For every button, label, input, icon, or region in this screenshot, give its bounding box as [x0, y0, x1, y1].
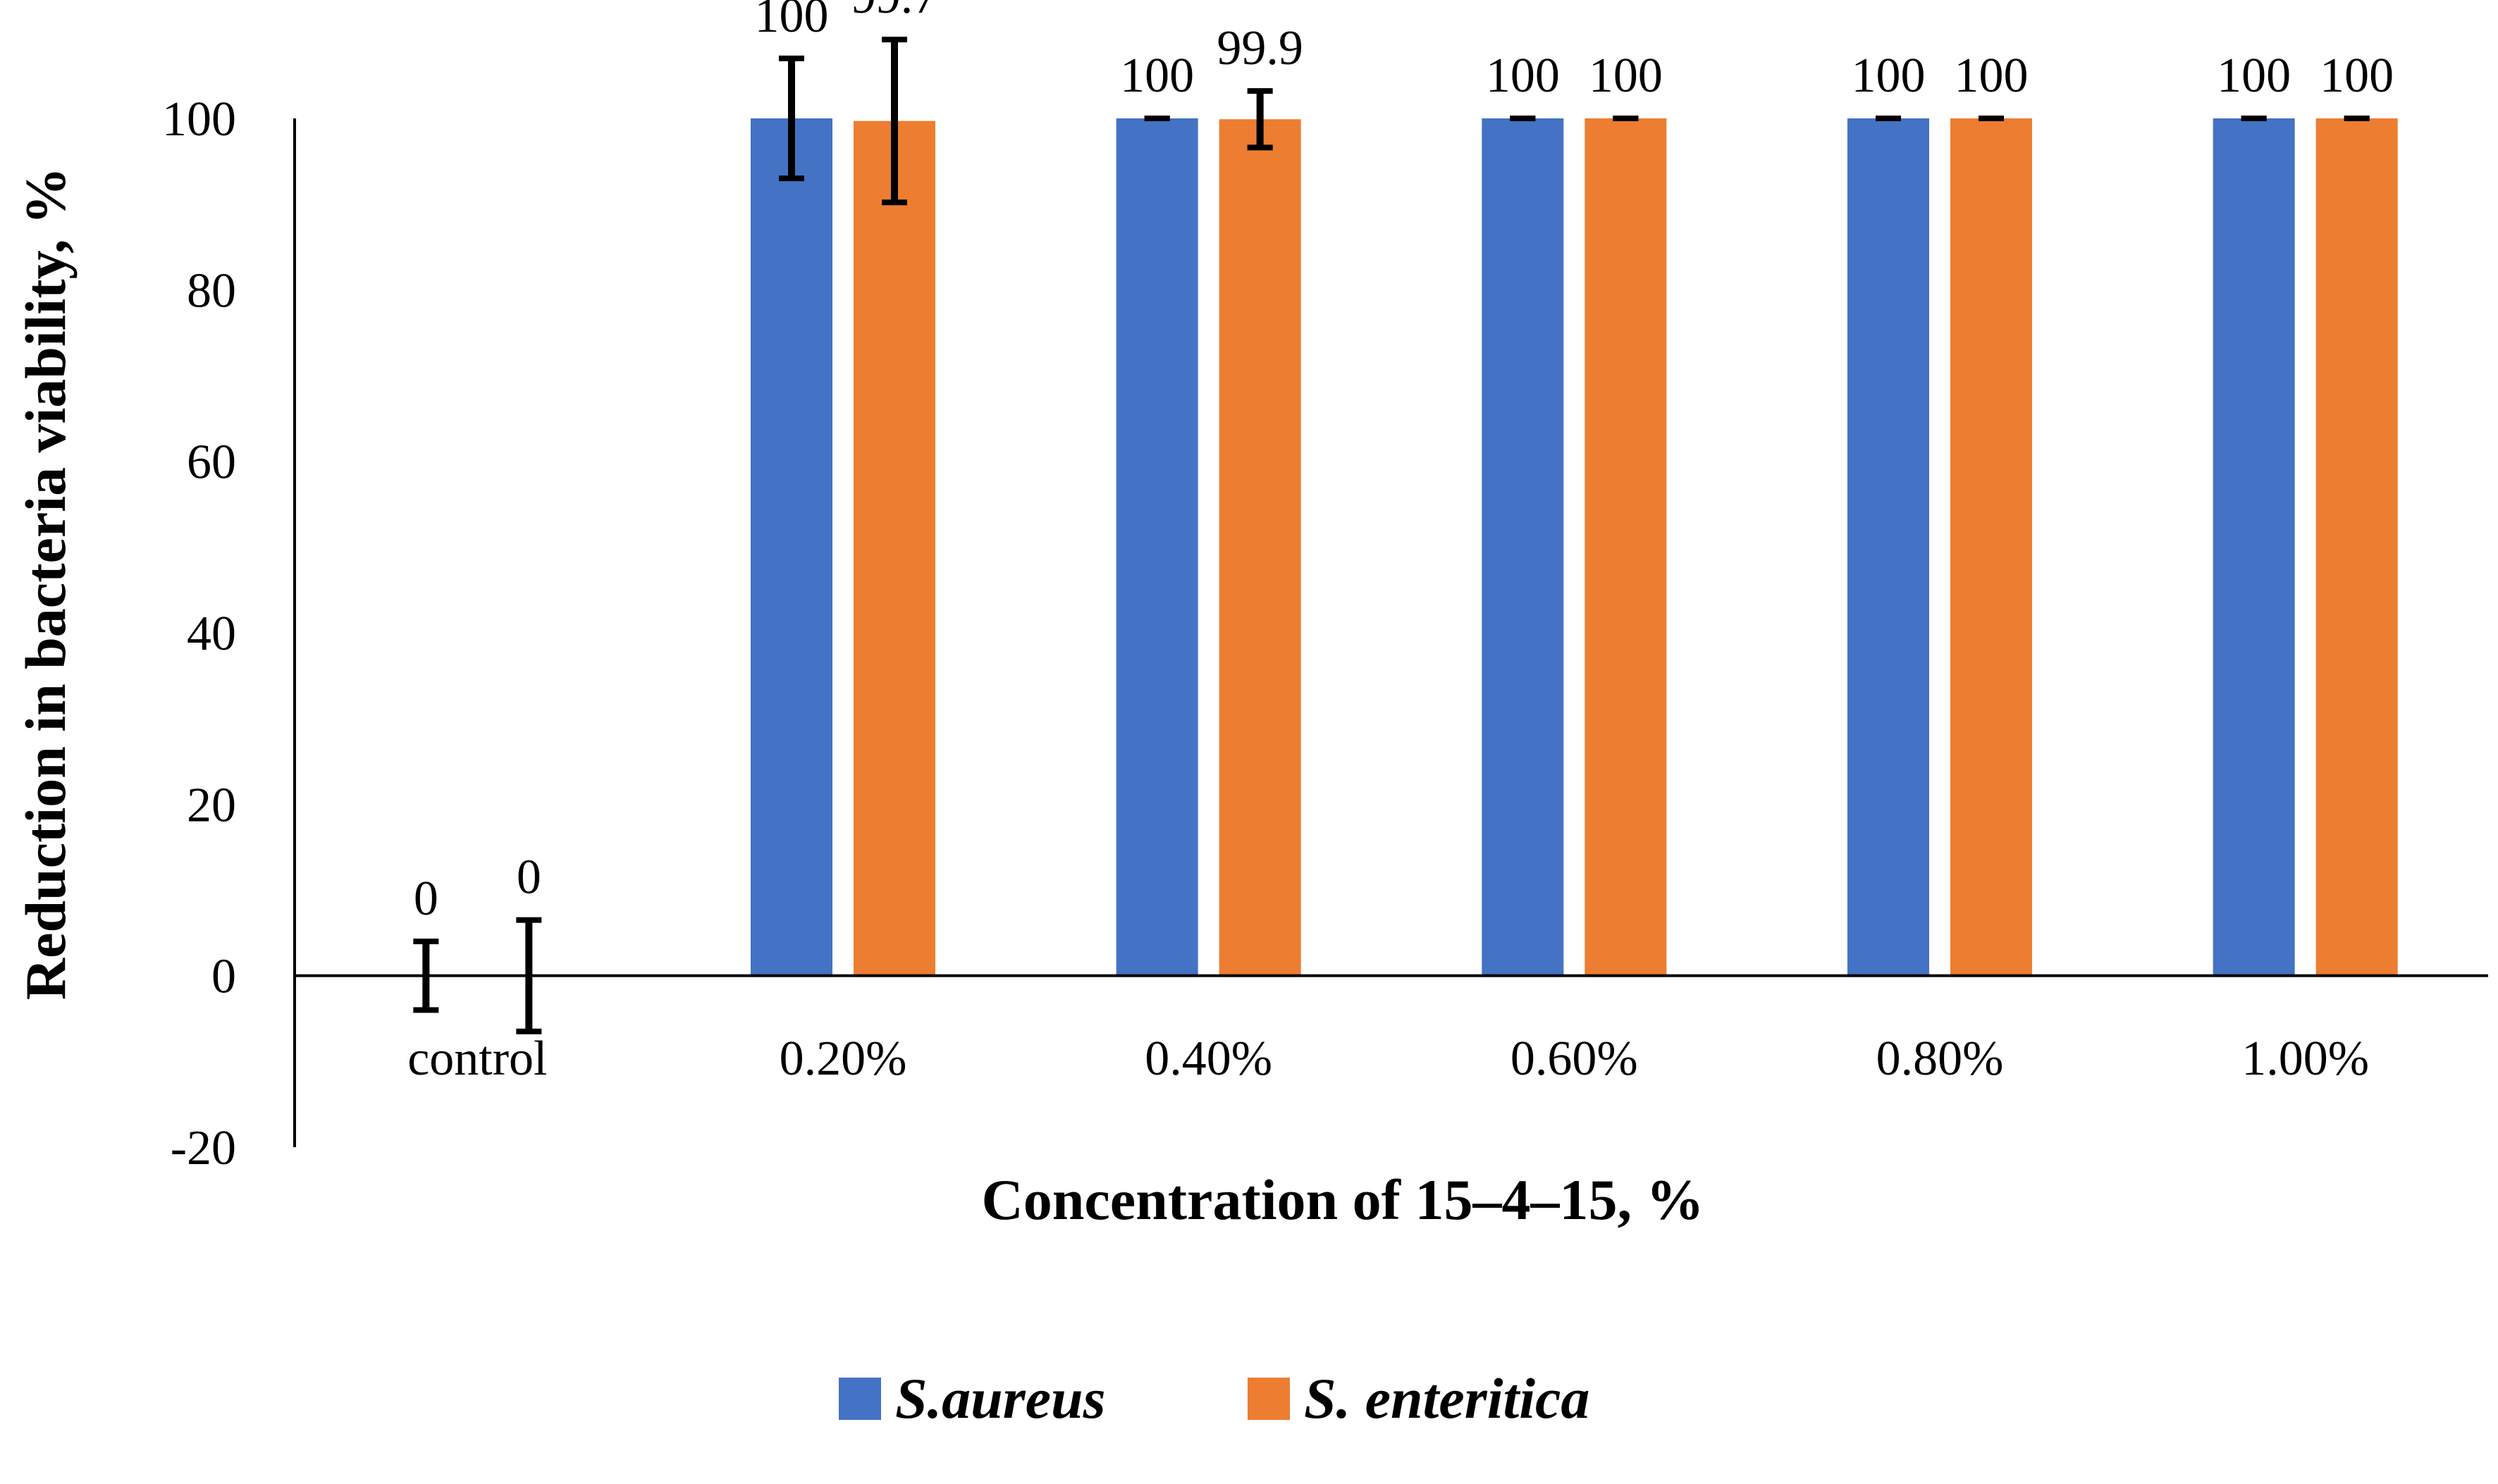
bar — [751, 118, 832, 976]
bar — [854, 120, 935, 976]
error-bars — [413, 37, 2370, 1034]
bar — [1219, 119, 1301, 976]
x-tick-label: 0.60% — [1511, 1032, 1638, 1086]
data-label: 0 — [517, 851, 541, 905]
legend-swatch — [1248, 1378, 1290, 1420]
y-tick-label: 100 — [162, 92, 236, 147]
x-tick-label: 0.80% — [1876, 1032, 2004, 1086]
y-tick-labels: -20 0 20 40 60 80 100 — [162, 92, 236, 1175]
y-axis-title-group: Reduction in bacteria viability, % — [13, 167, 78, 1000]
y-axis-title: Reduction in bacteria viability, % — [13, 167, 78, 1000]
x-tick-label: 0.40% — [1145, 1032, 1272, 1086]
legend-label: S.aureus — [895, 1366, 1106, 1430]
data-label: 100 — [2217, 49, 2291, 103]
error-bar — [1247, 88, 1273, 151]
x-tick-label: control — [407, 1032, 547, 1086]
value-labels: 0 100 100 100 100 100 0 99.7 99.9 100 100 100 — [414, 0, 2394, 926]
y-tick-label: -20 — [171, 1121, 236, 1175]
data-label: 100 — [1120, 49, 1194, 103]
x-tick-labels: control 0.20% 0.40% 0.60% 0.80% 1.00% — [407, 1032, 2369, 1086]
data-label: 100 — [1589, 49, 1663, 103]
y-tick-label: 0 — [211, 950, 236, 1004]
y-tick-label: 80 — [187, 264, 236, 318]
bar — [2213, 118, 2295, 976]
data-label: 100 — [2320, 49, 2394, 103]
data-label: 99.7 — [851, 0, 938, 24]
y-tick-label: 60 — [187, 435, 236, 490]
x-axis-title: Concentration of 15–4–15, % — [982, 1168, 1704, 1232]
error-bar — [882, 37, 907, 206]
y-tick-label: 40 — [187, 607, 236, 661]
data-label: 100 — [755, 0, 829, 43]
data-label: 100 — [1852, 49, 1926, 103]
bar — [2315, 118, 2398, 976]
legend-swatch — [839, 1378, 881, 1420]
bar — [1482, 118, 1564, 976]
bar — [1116, 118, 1198, 976]
bars — [751, 118, 2398, 976]
y-tick-label: 20 — [187, 778, 236, 832]
legend-item: S.aureus — [839, 1366, 1106, 1430]
error-bar — [779, 55, 804, 182]
data-label: 0 — [414, 872, 438, 926]
legend: S.aureus S. enteritica — [839, 1366, 1589, 1430]
bar — [1847, 118, 1929, 976]
bar — [1585, 118, 1667, 976]
x-tick-label: 0.20% — [780, 1032, 907, 1086]
bar — [1950, 118, 2032, 976]
legend-label: S. enteritica — [1304, 1366, 1589, 1430]
data-label: 100 — [1955, 49, 2029, 103]
axes — [293, 118, 2488, 1147]
data-label: 100 — [1486, 49, 1560, 103]
data-label: 99.9 — [1217, 21, 1303, 75]
legend-item: S. enteritica — [1248, 1366, 1589, 1430]
x-tick-label: 1.00% — [2241, 1032, 2369, 1086]
